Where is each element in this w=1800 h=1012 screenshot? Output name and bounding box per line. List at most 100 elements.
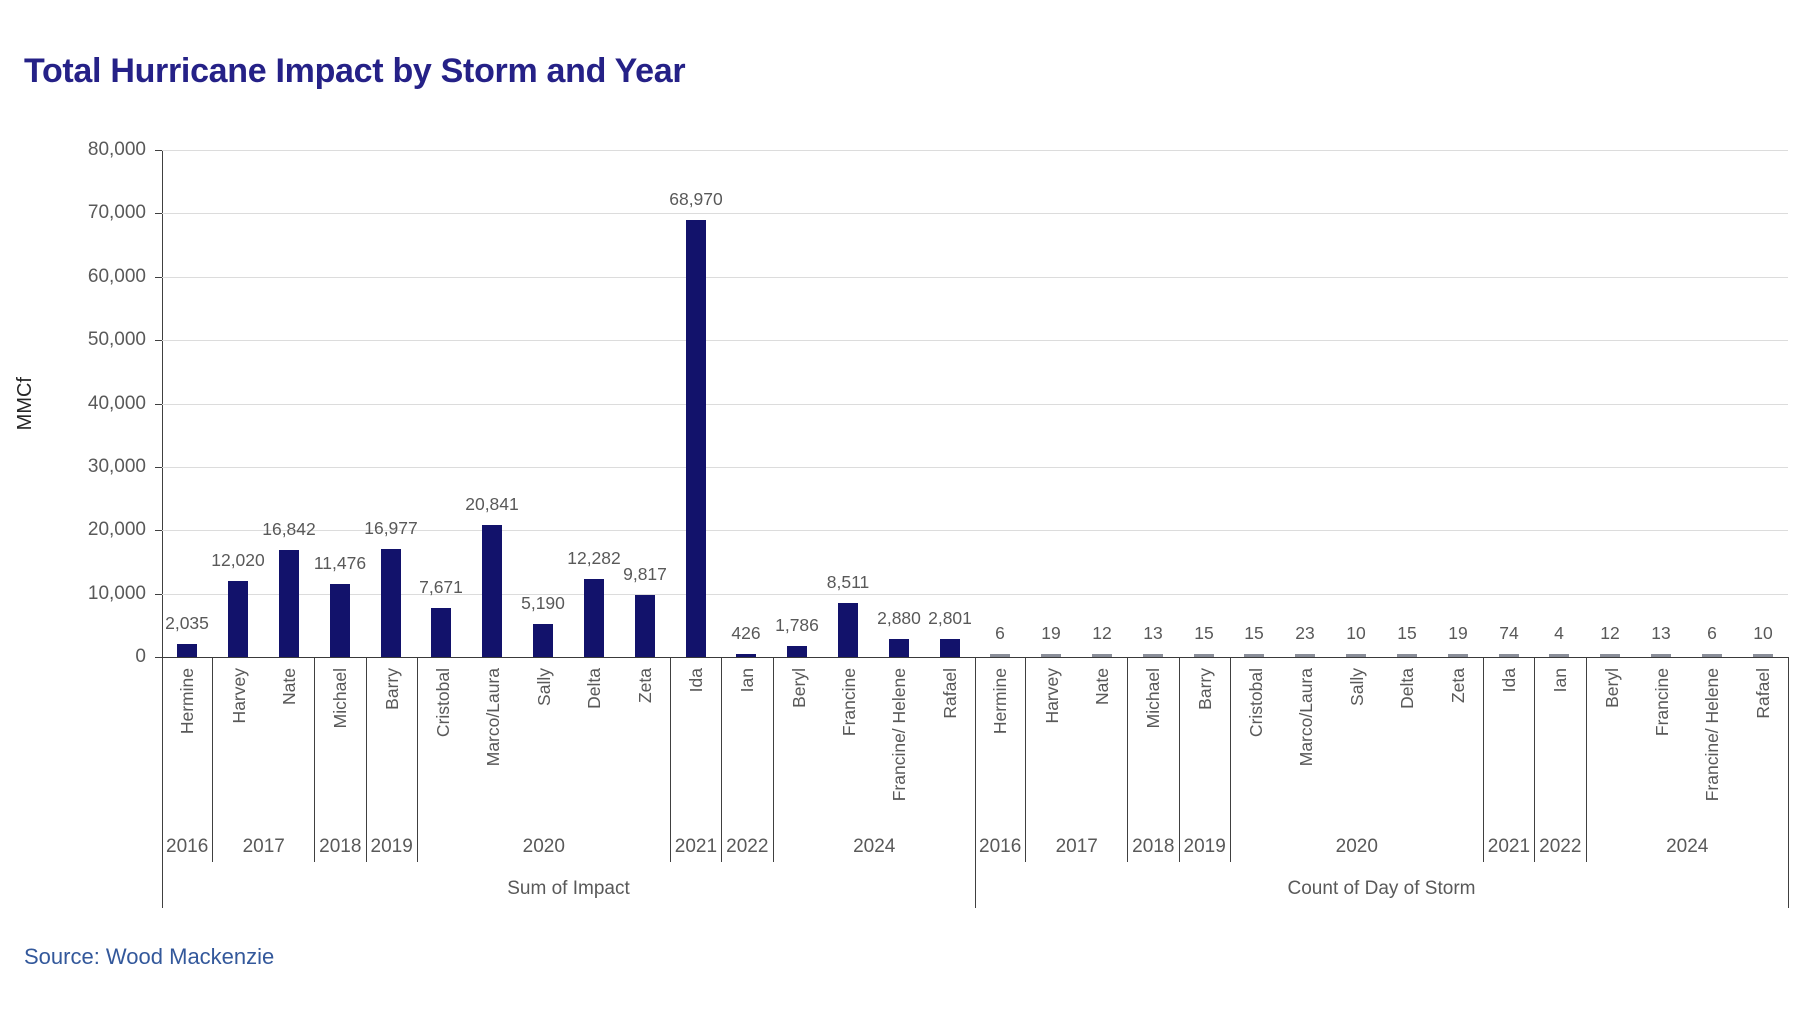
storm-label-cell: Marco/Laura [468, 658, 518, 862]
storm-label: Delta [584, 668, 605, 709]
storm-label: Harvey [228, 668, 249, 724]
storm-label-row: Barry [1180, 658, 1230, 862]
storm-label: Hermine [990, 668, 1011, 735]
bar-value-label: 16,842 [262, 519, 316, 539]
y-axis-tick-label: 10,000 [87, 582, 146, 604]
storm-label-cell: Rafael [1738, 658, 1788, 862]
count-bar [1651, 654, 1671, 657]
bar-value-label: 426 [731, 623, 761, 643]
year-label: 2018 [1132, 836, 1175, 857]
gridline [162, 466, 1788, 468]
bar-value-label: 15 [1194, 623, 1214, 643]
storm-label-cell: Francine [1637, 658, 1687, 862]
year-group: Michael 2018 [315, 658, 367, 862]
storm-label: Nate [1091, 668, 1112, 705]
count-bar [1346, 654, 1366, 657]
year-group: Beryl Francine Francine/ Helene Rafael 2024 [774, 658, 976, 862]
storm-label: Hermine [177, 668, 198, 735]
y-axis-tick-mark [155, 593, 162, 595]
storm-label-cell: Nate [1077, 658, 1127, 862]
gridline [162, 213, 1788, 215]
year-label: 2022 [1539, 836, 1582, 857]
category-band: Hermine 2016 Harvey Nate 2017 Michael 2018 Barr… [975, 658, 1788, 862]
storm-label-row: Cristobal Marco/Laura Sally Delta Zeta [1231, 658, 1483, 862]
impact-bar [177, 644, 197, 657]
year-label: 2020 [522, 836, 565, 857]
year-group: Michael 2018 [1128, 658, 1180, 862]
storm-label-row: Ida [671, 658, 721, 862]
storm-label-cell: Delta [1382, 658, 1432, 862]
storm-label-cell: Harvey [1026, 658, 1076, 862]
count-bar [1499, 654, 1519, 657]
count-bar [1753, 654, 1773, 657]
storm-label-row: Ian [722, 658, 772, 862]
storm-label: Cristobal [1246, 668, 1267, 738]
y-axis-tick-mark [155, 466, 162, 468]
year-label: 2016 [166, 836, 209, 857]
count-bar [1600, 654, 1620, 657]
storm-label: Sally [533, 668, 554, 706]
storm-label: Barry [1194, 668, 1215, 710]
count-bar [1041, 654, 1061, 657]
storm-label: Ida [1498, 668, 1519, 693]
y-axis-tick-label: 20,000 [87, 519, 146, 541]
storm-label-cell: Ian [1535, 658, 1585, 862]
storm-label-cell: Barry [367, 658, 417, 862]
impact-bar [889, 639, 909, 657]
count-bar [1549, 654, 1569, 657]
count-bar [990, 654, 1010, 657]
year-label: 2020 [1335, 836, 1378, 857]
bar-value-label: 8,511 [826, 572, 870, 592]
storm-label: Francine [839, 668, 860, 737]
bar-value-label: 15 [1397, 623, 1417, 643]
impact-bar [635, 595, 655, 657]
year-group: Barry 2019 [1180, 658, 1231, 862]
storm-label: Barry [381, 668, 402, 710]
storm-label-row: Ida [1484, 658, 1534, 862]
impact-bar [736, 654, 756, 657]
bar-value-label: 6 [1707, 623, 1717, 643]
bar-value-label: 23 [1295, 623, 1315, 643]
storm-label-cell: Ian [722, 658, 772, 862]
impact-bar [838, 603, 858, 657]
storm-label: Zeta [1447, 668, 1468, 704]
bar-value-label: 13 [1143, 623, 1163, 643]
y-axis-tick-mark [155, 340, 162, 342]
bar-value-label: 74 [1499, 623, 1519, 643]
year-group: Ida 2021 [671, 658, 723, 862]
y-axis-tick-label: 70,000 [87, 202, 146, 224]
year-label: 2024 [853, 836, 896, 857]
count-bar [1244, 654, 1264, 657]
storm-label-row: Hermine [975, 658, 1025, 862]
year-label: 2017 [1055, 836, 1098, 857]
year-group: Hermine 2016 [162, 658, 214, 862]
storm-label-row: Beryl Francine Francine/ Helene Rafael [774, 658, 976, 862]
storm-label: Francine/ Helene [889, 668, 910, 802]
year-label: 2021 [1487, 836, 1531, 857]
storm-label-cell: Cristobal [1231, 658, 1281, 862]
year-group: Hermine 2016 [975, 658, 1027, 862]
panel-field-label: Sum of Impact [507, 878, 630, 899]
chart-right-border [1788, 657, 1789, 908]
count-bar [1702, 654, 1722, 657]
gridline [162, 276, 1788, 278]
gridline [162, 150, 1788, 151]
storm-label-cell: Zeta [619, 658, 669, 862]
bar-value-label: 10 [1346, 623, 1366, 643]
bar-value-label: 11,476 [313, 553, 367, 573]
y-axis-tick-mark [155, 530, 162, 532]
storm-label: Sally [1346, 668, 1367, 706]
y-axis-tick-mark [155, 213, 162, 215]
year-group: Cristobal Marco/Laura Sally Delta Zeta 2020 [418, 658, 671, 862]
storm-label-cell: Francine [824, 658, 874, 862]
storm-label: Nate [278, 668, 299, 705]
y-axis-tick-mark [155, 276, 162, 278]
panel-divider-line [975, 657, 976, 908]
storm-label-cell: Rafael [925, 658, 975, 862]
storm-label: Marco/Laura [1296, 668, 1317, 767]
storm-label: Michael [330, 668, 351, 729]
impact-bar [279, 550, 299, 657]
storm-label-cell: Barry [1180, 658, 1230, 862]
storm-label-cell: Marco/Laura [1281, 658, 1331, 862]
